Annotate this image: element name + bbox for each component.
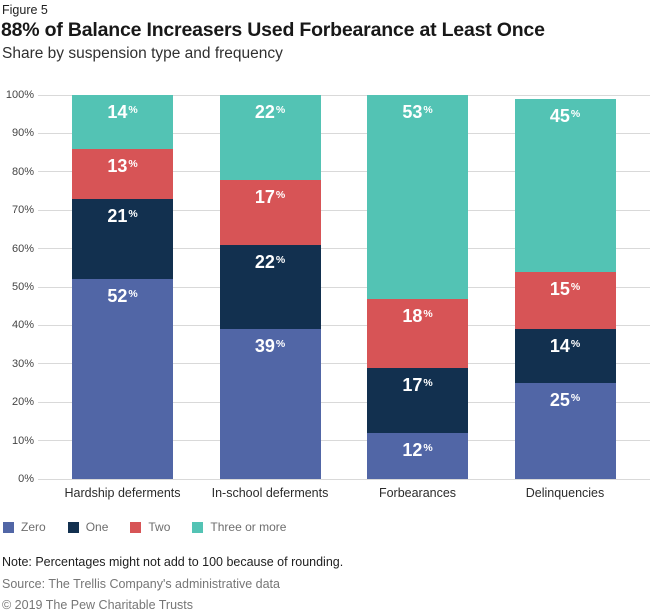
y-axis-tick-label: 40% [11, 319, 34, 332]
legend-swatch [130, 521, 142, 533]
gridline [38, 286, 650, 288]
x-axis-category-label: Hardship deferments [64, 486, 181, 500]
bar-segment: 18% [367, 298, 468, 368]
bar-segment: 53% [367, 95, 468, 299]
bar-segment: 22% [219, 95, 321, 180]
gridline [38, 478, 650, 480]
bar-segment-value-label: 17% [254, 186, 286, 207]
bar-segment: 17% [367, 367, 468, 433]
bar-segment: 14% [514, 329, 616, 383]
bar-segment: 14% [72, 95, 173, 149]
legend-item: Two [130, 520, 170, 534]
bar-segment: 22% [219, 244, 321, 330]
bar-segment-value-label: 39% [254, 336, 286, 357]
bar-segment-value-label: 12% [402, 439, 433, 460]
bar-segment-value-label: 53% [402, 102, 433, 123]
gridline [38, 248, 650, 250]
y-axis-tick-label: 50% [11, 281, 34, 293]
bar-segment-value-label: 45% [549, 105, 581, 126]
stacked-bar: 12% 17% 18% 53% [367, 95, 468, 479]
bar-segment: 25% [514, 383, 616, 479]
gridline [38, 440, 650, 442]
chart-subtitle: Share by suspension type and frequency [2, 45, 283, 62]
bar-segment: 21% [72, 198, 173, 280]
bar-segment-value-label: 15% [549, 278, 581, 299]
legend-label: One [85, 520, 109, 534]
bar-segment: 15% [514, 271, 616, 330]
legend-swatch [192, 521, 204, 533]
y-axis-tick-label: 70% [11, 204, 34, 217]
y-axis-tick-label: 90% [11, 127, 34, 140]
y-axis-tick-label: 10% [11, 434, 34, 447]
gridline [38, 132, 650, 134]
bar-segment-value-label: 18% [402, 305, 433, 326]
stacked-bar: 25% 14% 15% 45% [514, 98, 616, 479]
x-axis-category-label: Forbearances [378, 486, 457, 500]
legend-label: Three or more [210, 520, 287, 534]
bar-segment-value-label: 21% [107, 205, 138, 226]
x-axis-category-label: In-school deferments [211, 486, 329, 500]
stacked-bar: 52% 21% 13% 14% [72, 95, 173, 479]
legend-item: Zero [3, 520, 46, 534]
bar-segment-value-label: 14% [549, 336, 581, 357]
bar-segment-value-label: 14% [107, 102, 138, 123]
bar-segment: 45% [514, 98, 616, 272]
legend-item: One [67, 520, 109, 534]
bar-segment-value-label: 25% [549, 390, 581, 410]
y-axis-tick-label: 100% [5, 89, 34, 101]
bar-segment: 17% [219, 179, 321, 245]
gridline [38, 401, 650, 403]
gridline [38, 324, 650, 326]
legend-item: Three or more [192, 520, 286, 534]
bar-segment-value-label: 17% [402, 374, 433, 395]
y-axis-tick-label: 20% [11, 396, 34, 409]
bar-segment-value-label: 22% [254, 102, 286, 123]
note-text: Note: Percentages might not add to 100 b… [2, 555, 344, 569]
gridline [38, 363, 650, 365]
bar-segment: 12% [367, 432, 468, 479]
source-text: Source: The Trellis Company's administra… [2, 577, 280, 591]
gridline [38, 209, 650, 211]
bar-segment-value-label: 52% [107, 286, 138, 307]
copyright-text: © 2019 The Pew Charitable Trusts [2, 598, 194, 612]
legend-label: Zero [21, 520, 46, 534]
y-axis-tick-label: 60% [11, 242, 34, 255]
chart-title: 88% of Balance Increasers Used Forbearan… [1, 19, 545, 41]
y-axis-tick-label: 80% [11, 165, 34, 178]
legend-label: Two [148, 520, 171, 534]
legend-swatch [67, 521, 79, 533]
legend: Zero One Two Three or more [3, 520, 286, 534]
bar-segment: 52% [72, 279, 173, 479]
plot-area: 0% 10% 20% 30% 40% 50% 60% 70% 80% 90% 100% 52% 21% 1… [0, 89, 650, 485]
gridline [38, 94, 650, 96]
bar-segment-value-label: 22% [254, 251, 286, 272]
figure-label: Figure 5 [2, 3, 48, 17]
x-axis-category-label: Delinquencies [525, 486, 605, 500]
y-axis-tick-label: 30% [11, 357, 34, 370]
stacked-bar: 39% 22% 17% 22% [219, 95, 321, 479]
bar-segment: 13% [72, 148, 173, 199]
bar-segment-value-label: 13% [107, 155, 138, 176]
legend-swatch [3, 521, 14, 533]
bar-segment: 39% [219, 329, 321, 479]
gridline [38, 171, 650, 173]
y-axis-tick-label: 0% [18, 473, 34, 485]
